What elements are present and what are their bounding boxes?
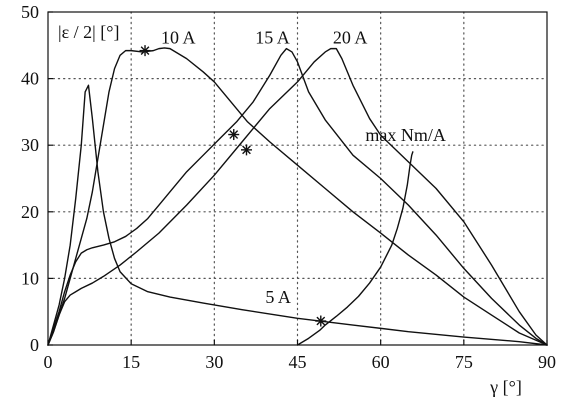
x-tick-label: 0 <box>44 352 53 372</box>
x-tick-label: 30 <box>205 352 223 372</box>
asterisk-stroke <box>242 145 251 155</box>
series-label-15A: 15 A <box>255 27 290 47</box>
marker-layer <box>139 45 327 327</box>
axis-layer <box>47 11 548 346</box>
y-tick-label: 20 <box>21 202 39 222</box>
series-line-15-a <box>47 47 548 346</box>
series-layer <box>47 47 548 346</box>
series-label-10A: 10 A <box>161 27 196 47</box>
asterisk-marker <box>240 144 252 156</box>
asterisk-stroke <box>140 46 150 56</box>
asterisk-marker <box>139 45 151 57</box>
x-tick-label: 90 <box>538 352 556 372</box>
label-layer: 0 15 30 45 60 75 90 0 10 20 30 40 50 γ [°] |ε / 2| [°]… <box>21 2 556 397</box>
x-tick-label: 45 <box>289 352 307 372</box>
series-line-max-nm-a <box>296 151 414 346</box>
series-label-20A: 20 A <box>333 27 368 47</box>
y-tick-label: 30 <box>21 135 39 155</box>
asterisk-marker <box>228 129 240 141</box>
x-tick-label: 75 <box>455 352 473 372</box>
y-tick-label: 50 <box>21 2 39 22</box>
asterisk-stroke <box>316 316 326 326</box>
y-tick-label: 10 <box>21 268 39 288</box>
x-axis-title: γ [°] <box>489 377 522 397</box>
series-line-20-a <box>47 47 548 346</box>
x-tick-label: 60 <box>372 352 390 372</box>
series-label-maxnma: max Nm/A <box>365 125 446 145</box>
series-line-5-a <box>47 84 548 346</box>
series-label-5A: 5 A <box>265 287 291 307</box>
asterisk-stroke <box>229 130 239 139</box>
x-tick-label: 15 <box>122 352 140 372</box>
y-tick-label: 40 <box>21 69 39 89</box>
y-tick-label: 0 <box>30 335 39 355</box>
y-axis-title: |ε / 2| [°] <box>58 22 119 42</box>
asterisk-marker <box>315 315 327 327</box>
series-line-10-a <box>47 47 548 346</box>
